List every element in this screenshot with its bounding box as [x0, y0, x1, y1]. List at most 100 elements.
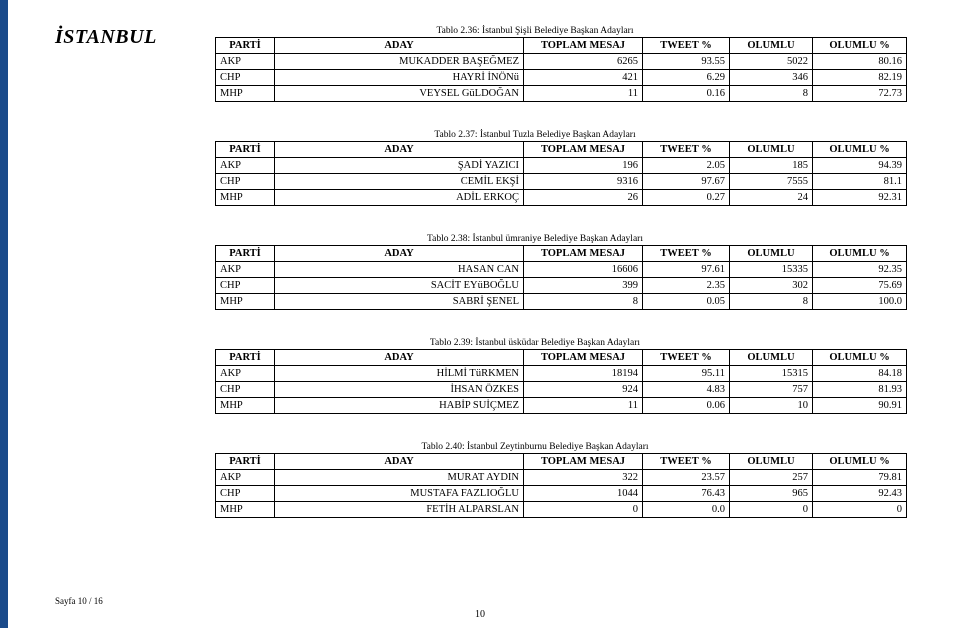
table-cell: 257 — [730, 470, 813, 486]
table-cell: CHP — [216, 70, 275, 86]
table-cell: 76.43 — [643, 486, 730, 502]
table-cell: 95.11 — [643, 366, 730, 382]
table-cell: 9316 — [524, 174, 643, 190]
table-cell: 8 — [730, 86, 813, 102]
table-cell: AKP — [216, 158, 275, 174]
table-caption: Tablo 2.37: İstanbul Tuzla Belediye Başk… — [215, 130, 855, 140]
table-cell: 75.69 — [813, 278, 907, 294]
column-header: PARTİ — [216, 246, 275, 262]
city-title: İSTANBUL — [55, 26, 157, 49]
table-block: Tablo 2.36: İstanbul Şişli Belediye Başk… — [215, 26, 855, 102]
column-header: OLUMLU — [730, 142, 813, 158]
table-cell: MUKADDER BAŞEĞMEZ — [275, 54, 524, 70]
table-cell: 84.18 — [813, 366, 907, 382]
column-header: ADAY — [275, 246, 524, 262]
column-header: TOPLAM MESAJ — [524, 454, 643, 470]
table-cell: FETİH ALPARSLAN — [275, 502, 524, 518]
table-row: CHPHAYRİ İNÖNü4216.2934682.19 — [216, 70, 907, 86]
table-cell: 8 — [730, 294, 813, 310]
table-row: CHPCEMİL EKŞİ931697.67755581.1 — [216, 174, 907, 190]
table-cell: 80.16 — [813, 54, 907, 70]
table-cell: SACİT EYüBOĞLU — [275, 278, 524, 294]
column-header: TOPLAM MESAJ — [524, 142, 643, 158]
column-header: TWEET % — [643, 38, 730, 54]
table-cell: 92.43 — [813, 486, 907, 502]
table-cell: CHP — [216, 382, 275, 398]
table-cell: 16606 — [524, 262, 643, 278]
table-cell: HABİP SUİÇMEZ — [275, 398, 524, 414]
table-cell: SABRİ ŞENEL — [275, 294, 524, 310]
table-row: CHPMUSTAFA FAZLIOĞLU104476.4396592.43 — [216, 486, 907, 502]
table-caption: Tablo 2.39: İstanbul üsküdar Belediye Ba… — [215, 338, 855, 348]
tables-container: Tablo 2.36: İstanbul Şişli Belediye Başk… — [215, 26, 855, 546]
table-cell: AKP — [216, 54, 275, 70]
table-cell: 5022 — [730, 54, 813, 70]
table-cell: 90.91 — [813, 398, 907, 414]
table-caption: Tablo 2.38: İstanbul ümraniye Belediye B… — [215, 234, 855, 244]
table-header-row: PARTİADAYTOPLAM MESAJTWEET %OLUMLUOLUMLU… — [216, 350, 907, 366]
table-cell: 4.83 — [643, 382, 730, 398]
table-cell: AKP — [216, 262, 275, 278]
table-cell: CHP — [216, 174, 275, 190]
column-header: ADAY — [275, 38, 524, 54]
column-header: OLUMLU — [730, 246, 813, 262]
column-header: TOPLAM MESAJ — [524, 38, 643, 54]
table-cell: 15335 — [730, 262, 813, 278]
data-table: PARTİADAYTOPLAM MESAJTWEET %OLUMLUOLUMLU… — [215, 453, 907, 518]
table-cell: 24 — [730, 190, 813, 206]
table-cell: MURAT AYDIN — [275, 470, 524, 486]
table-cell: 757 — [730, 382, 813, 398]
table-cell: 97.67 — [643, 174, 730, 190]
column-header: TWEET % — [643, 142, 730, 158]
table-row: AKPŞADİ YAZICI1962.0518594.39 — [216, 158, 907, 174]
table-cell: İHSAN ÖZKES — [275, 382, 524, 398]
table-cell: 93.55 — [643, 54, 730, 70]
table-cell: AKP — [216, 470, 275, 486]
table-cell: 0.16 — [643, 86, 730, 102]
table-cell: 94.39 — [813, 158, 907, 174]
table-row: AKPHİLMİ TüRKMEN1819495.111531584.18 — [216, 366, 907, 382]
table-cell: 421 — [524, 70, 643, 86]
table-cell: 97.61 — [643, 262, 730, 278]
column-header: TOPLAM MESAJ — [524, 350, 643, 366]
table-cell: MHP — [216, 86, 275, 102]
table-cell: 6265 — [524, 54, 643, 70]
column-header: PARTİ — [216, 350, 275, 366]
column-header: PARTİ — [216, 142, 275, 158]
table-cell: MHP — [216, 502, 275, 518]
data-table: PARTİADAYTOPLAM MESAJTWEET %OLUMLUOLUMLU… — [215, 37, 907, 102]
table-cell: 18194 — [524, 366, 643, 382]
column-header: OLUMLU % — [813, 142, 907, 158]
column-header: OLUMLU % — [813, 350, 907, 366]
table-cell: VEYSEL GüLDOĞAN — [275, 86, 524, 102]
table-cell: MHP — [216, 190, 275, 206]
table-caption: Tablo 2.36: İstanbul Şişli Belediye Başk… — [215, 26, 855, 36]
table-cell: 0.06 — [643, 398, 730, 414]
column-header: OLUMLU % — [813, 246, 907, 262]
table-row: AKPMURAT AYDIN32223.5725779.81 — [216, 470, 907, 486]
table-cell: MUSTAFA FAZLIOĞLU — [275, 486, 524, 502]
column-header: TWEET % — [643, 454, 730, 470]
table-header-row: PARTİADAYTOPLAM MESAJTWEET %OLUMLUOLUMLU… — [216, 142, 907, 158]
footer-page-range: Sayfa 10 / 16 — [55, 596, 103, 606]
table-cell: 0.27 — [643, 190, 730, 206]
column-header: PARTİ — [216, 454, 275, 470]
table-cell: CEMİL EKŞİ — [275, 174, 524, 190]
column-header: ADAY — [275, 142, 524, 158]
table-cell: 346 — [730, 70, 813, 86]
table-cell: 2.05 — [643, 158, 730, 174]
table-cell: 0 — [524, 502, 643, 518]
table-cell: 81.93 — [813, 382, 907, 398]
table-cell: 7555 — [730, 174, 813, 190]
table-cell: 10 — [730, 398, 813, 414]
table-cell: 72.73 — [813, 86, 907, 102]
table-cell: 0.05 — [643, 294, 730, 310]
table-block: Tablo 2.38: İstanbul ümraniye Belediye B… — [215, 234, 855, 310]
column-header: OLUMLU % — [813, 38, 907, 54]
table-cell: 92.35 — [813, 262, 907, 278]
column-header: TWEET % — [643, 246, 730, 262]
table-row: MHPSABRİ ŞENEL80.058100.0 — [216, 294, 907, 310]
table-cell: 0.0 — [643, 502, 730, 518]
table-row: MHPVEYSEL GüLDOĞAN110.16872.73 — [216, 86, 907, 102]
table-row: AKPMUKADDER BAŞEĞMEZ626593.55502280.16 — [216, 54, 907, 70]
